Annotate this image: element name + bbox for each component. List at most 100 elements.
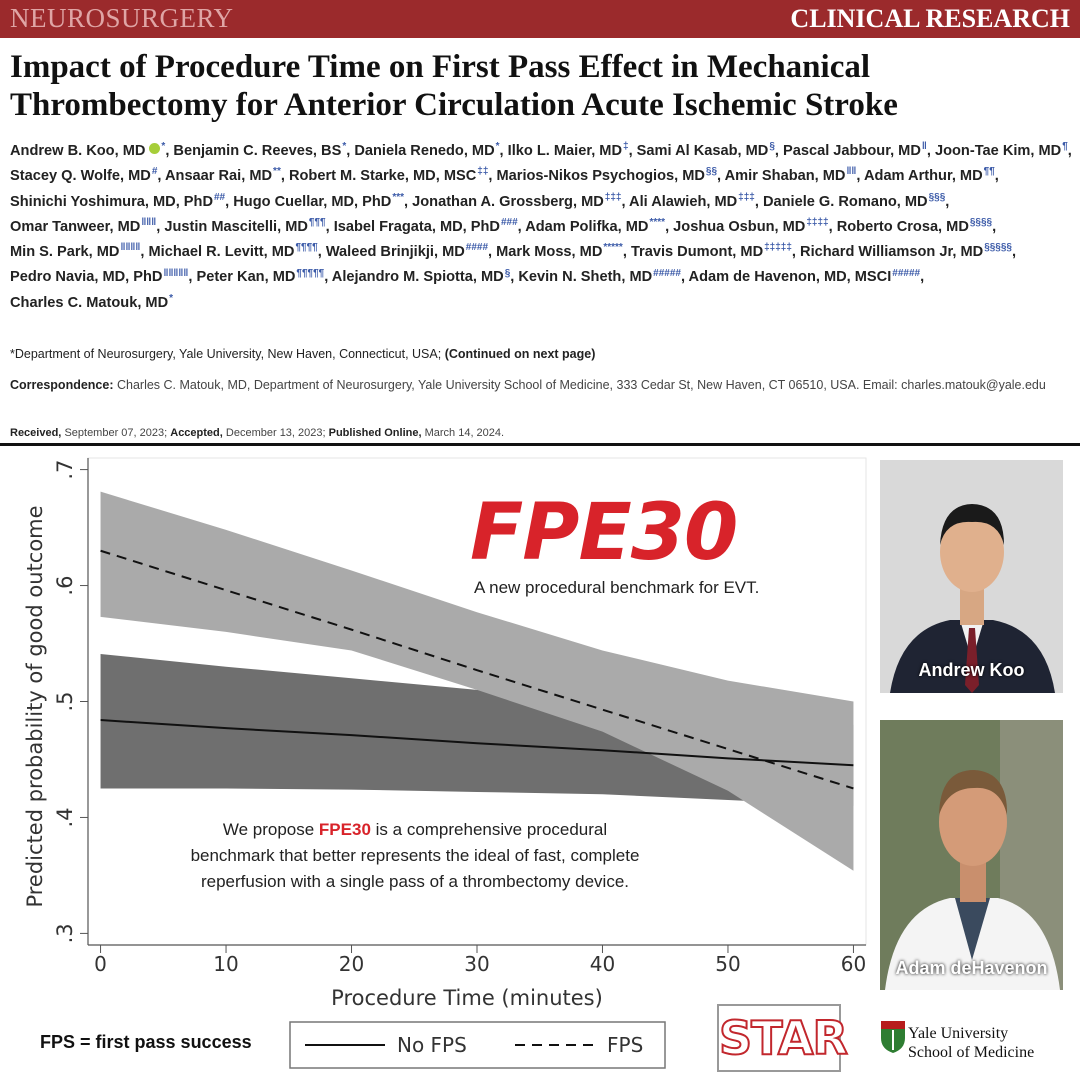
proposal-part: We propose (222, 820, 315, 839)
affiliation-mark: * (495, 141, 500, 153)
author: Richard Williamson Jr, MD§§§§§ (800, 242, 1016, 260)
author: Waleed Brinjikji, MD#### (325, 242, 496, 261)
affiliation-note: *Department of Neurosurgery, Yale Univer… (10, 347, 595, 361)
series-line (100, 549, 854, 790)
chart: .3 .4 .5 .6 .7 0 10 20 30 40 50 60 Procedure Time (m… (23, 457, 867, 1069)
author-name: Stacey Q. Wolfe, MD (10, 168, 151, 185)
author: Sami Al Kasab, MD§ (636, 142, 783, 159)
confidence-band (100, 491, 854, 871)
author-name: Michael R. Levitt, MD (148, 244, 295, 261)
author: Michael R. Levitt, MD¶¶¶¶ (148, 243, 326, 261)
affiliation-mark: * (169, 292, 174, 304)
affiliation-mark: ‖‖ (846, 166, 857, 178)
orcid-icon (149, 143, 161, 154)
yale-wordmark: Yale University School of Medicine (908, 1024, 1034, 1062)
author-name: Isabel Fragata, MD, PhD (333, 218, 500, 235)
affiliation-mark: **** (649, 217, 666, 229)
affiliation-mark: ‖‖‖‖‖ (163, 267, 189, 279)
affiliation-mark: ‖ (921, 141, 927, 153)
date: March 14, 2024. (424, 427, 505, 439)
yale-line: Yale University (908, 1025, 1009, 1042)
author-name: Amir Shaban, MD (724, 168, 846, 185)
affiliation-mark: §§§§§ (984, 242, 1012, 254)
photo-caption: Adam deHavenon (895, 958, 1048, 978)
x-tick-label: 40 (590, 952, 615, 976)
author-name: Joshua Osbun, MD (673, 218, 806, 235)
legend-label: No FPS (397, 1033, 467, 1057)
affiliation-mark: §§§ (928, 191, 946, 203)
author: Ilko L. Maier, MD‡ (508, 141, 637, 159)
author-name: Shinichi Yoshimura, MD, PhD (10, 193, 213, 210)
author-photo: Adam deHavenon (880, 720, 1063, 990)
affiliation-mark: ‡ (623, 141, 629, 153)
dates: Received, September 07, 2023; Accepted, … (10, 427, 504, 439)
author-name: Alejandro M. Spiotta, MD (331, 269, 504, 286)
author-name: Peter Kan, MD (196, 269, 296, 286)
author: Adam Polifka, MD**** (525, 217, 673, 235)
author-name: Andrew B. Koo, MD (10, 143, 146, 159)
author-name: Mark Moss, MD (496, 244, 603, 261)
author: Pascal Jabbour, MD‖ (783, 141, 935, 159)
correspondence: Correspondence: Charles C. Matouk, MD, D… (10, 376, 1070, 395)
affiliation-mark: ‡‡‡‡‡ (764, 242, 792, 254)
divider (0, 443, 1080, 446)
affiliation-mark: ‡‡‡‡ (806, 217, 829, 229)
section-label: CLINICAL RESEARCH (790, 4, 1070, 33)
author-name: Joon-Tae Kim, MD (934, 143, 1062, 159)
affiliation-mark: ‡‡‡ (604, 191, 622, 203)
title-line: Impact of Procedure Time on First Pass E… (10, 49, 871, 85)
author-name: Ali Alawieh, MD (629, 193, 738, 210)
author: Amir Shaban, MD‖‖ (724, 166, 864, 185)
affiliation-mark: § (504, 267, 511, 279)
x-tick-label: 30 (464, 952, 489, 976)
date-label: Received, (10, 427, 62, 439)
author-name: Justin Mascitelli, MD (164, 218, 308, 235)
affiliation-mark: ## (214, 191, 226, 203)
author-name: Omar Tanweer, MD (10, 218, 141, 235)
correspondence-text: Charles C. Matouk, MD, Department of Neu… (116, 378, 1046, 392)
author: Adam Arthur, MD¶¶ (863, 166, 999, 185)
proposal-highlight: FPE30 (318, 820, 371, 839)
photo-caption: Andrew Koo (918, 660, 1025, 680)
affiliation-mark: ##### (653, 267, 681, 279)
affiliation-mark: §§ (705, 166, 718, 178)
confidence-band (100, 653, 854, 806)
author-name: Kevin N. Sheth, MD (518, 269, 653, 286)
affiliation-mark: ¶¶ (983, 166, 995, 178)
affiliation-mark: ***** (603, 242, 623, 254)
y-axis-label: Predicted probability of good outcome (23, 505, 47, 907)
author: Daniele G. Romano, MD§§§ (762, 191, 949, 210)
author-name: Pascal Jabbour, MD (783, 143, 921, 159)
yale-line: School of Medicine (908, 1044, 1035, 1061)
y-tick-label: .6 (53, 576, 77, 596)
affiliation-text: *Department of Neurosurgery, Yale Univer… (10, 347, 442, 361)
author-name: Daniele G. Romano, MD (762, 193, 928, 210)
affiliation-mark: ##### (892, 267, 921, 279)
author: Justin Mascitelli, MD¶¶¶ (164, 218, 333, 235)
author: Roberto Crosa, MD§§§§ (837, 218, 996, 235)
y-tick-label: .3 (53, 923, 77, 943)
author: Ali Alawieh, MD‡‡‡ (629, 192, 763, 210)
author: Pedro Navia, MD, PhD‖‖‖‖‖ (10, 267, 196, 285)
author: Jonathan A. Grossberg, MD‡‡‡ (412, 191, 629, 209)
author: Robert M. Starke, MD, MSC‡‡ (288, 167, 497, 185)
y-tick-label: .4 (53, 807, 77, 827)
author-name: Adam Arthur, MD (863, 168, 983, 185)
correspondence-label: Correspondence: (10, 378, 114, 392)
author: Adam de Havenon, MD, MSCI##### (689, 267, 925, 285)
author-name: Robert M. Starke, MD, MSC (288, 168, 477, 185)
affiliation-mark: #### (465, 242, 489, 254)
author-name: Sami Al Kasab, MD (636, 143, 769, 159)
x-tick-label: 20 (339, 952, 364, 976)
author-list: Andrew B. Koo, MD * Benjamin C. Reeves, B… (10, 139, 1074, 316)
author: Mark Moss, MD***** (496, 242, 631, 261)
author-name: Hugo Cuellar, MD, PhD (233, 193, 392, 210)
author-name: Waleed Brinjikji, MD (325, 244, 465, 261)
abbreviation-note: FPS = first pass success (40, 1032, 252, 1052)
author: Marios-Nikos Psychogios, MD§§ (497, 166, 725, 184)
author-name: Daniela Renedo, MD (354, 143, 495, 159)
author: Joon-Tae Kim, MD¶ (934, 142, 1072, 159)
date-label: Accepted, (170, 427, 223, 439)
